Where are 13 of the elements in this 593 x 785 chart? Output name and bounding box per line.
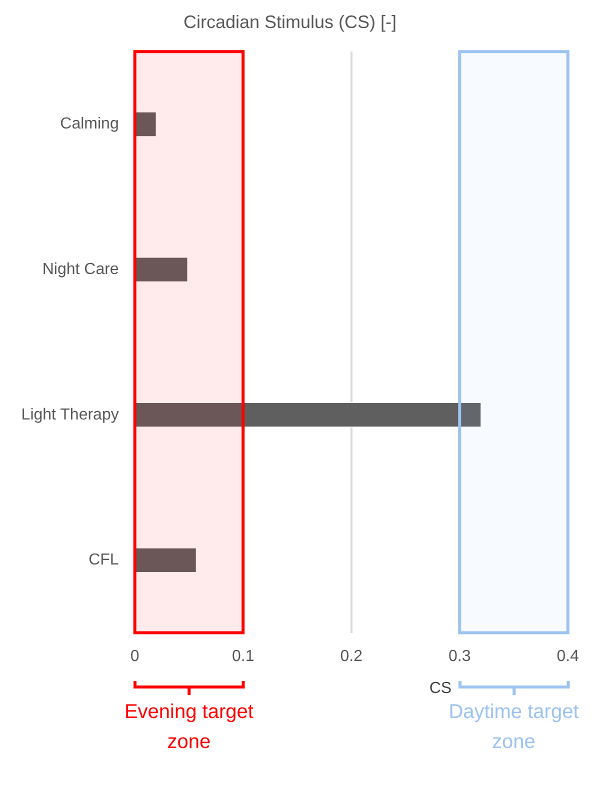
x-tick-label: 0.1 [232,648,254,665]
legend-label: Evening target zone [123,700,254,755]
x-axis-title: CS [429,680,452,698]
y-tick-label: Night Care [42,260,119,278]
x-tick-label: 0 [130,648,140,665]
x-tick-label: 0.2 [340,648,363,665]
x-tick-label: 0.4 [556,648,580,665]
y-tick-label: CFL [88,552,119,569]
legend-label: Daytime target zone [448,700,580,755]
y-tick-label: Light Therapy [21,406,119,424]
y-tick-label: Calming [60,116,119,133]
x-tick-label: 0.3 [448,648,471,665]
chart-title: Circadian Stimulus (CS) [-] [183,12,397,32]
